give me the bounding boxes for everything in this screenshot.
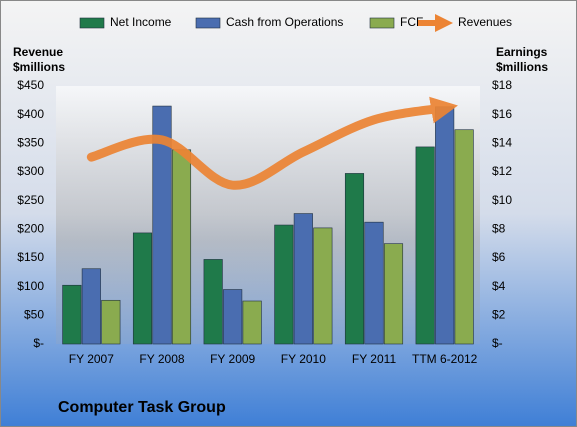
y2-tick-label: $4 [492,279,506,293]
y2-tick-label: $10 [492,193,512,207]
bar [364,221,384,345]
bar [293,213,313,345]
y2-tick-label: $18 [492,78,512,92]
y-tick-label: $250 [17,193,44,207]
y2-tick-label: $12 [492,164,512,178]
y-tick-label: $- [33,336,44,350]
bar [383,243,404,345]
bar [203,259,223,345]
revenue-line [86,96,458,190]
y2-tick-label: $- [492,336,503,350]
x-tick-label: FY 2010 [281,352,326,366]
y-tick-label: $300 [17,164,44,178]
bar [171,149,192,345]
legend-label: Revenues [458,15,512,29]
legend-label: Net Income [110,15,172,29]
y-tick-label: $450 [17,78,44,92]
y-tick-label: $350 [17,136,44,150]
legend-swatch [369,17,395,29]
bar [415,146,435,345]
bar [81,268,101,345]
y-axis-title: Revenue $millions [13,45,66,74]
y-tick-label: $100 [17,279,44,293]
bar [62,284,82,345]
y2-axis-title: Earnings $millions [496,45,549,74]
y-tick-label: $50 [24,308,44,322]
bar [242,300,262,345]
bar [152,105,172,345]
y-tick-label: $200 [17,222,44,236]
bar [101,299,121,345]
x-tick-label: FY 2008 [139,352,184,366]
bar [313,227,333,345]
x-tick-label: FY 2009 [210,352,255,366]
y2-tick-label: $2 [492,308,506,322]
bar [435,106,455,345]
bar [132,232,153,345]
y-tick-label: $150 [17,250,44,264]
plot-area [56,86,480,344]
bar [454,129,474,345]
y2-tick-label: $16 [492,107,512,121]
x-tick-label: FY 2011 [352,352,397,366]
bar [344,173,365,345]
x-tick-label: FY 2007 [69,352,114,366]
y2-tick-label: $8 [492,222,506,236]
chart-title: Computer Task Group [58,399,226,416]
legend-swatch [195,17,221,29]
bar [274,224,294,345]
legend-swatch [79,17,105,29]
legend-label: Cash from Operations [226,15,343,29]
bar [223,289,243,345]
x-tick-label: TTM 6-2012 [412,352,478,366]
y2-tick-label: $14 [492,136,512,150]
y-tick-label: $400 [17,107,44,121]
legend-label: FCF [400,15,423,29]
y2-tick-label: $6 [492,250,506,264]
